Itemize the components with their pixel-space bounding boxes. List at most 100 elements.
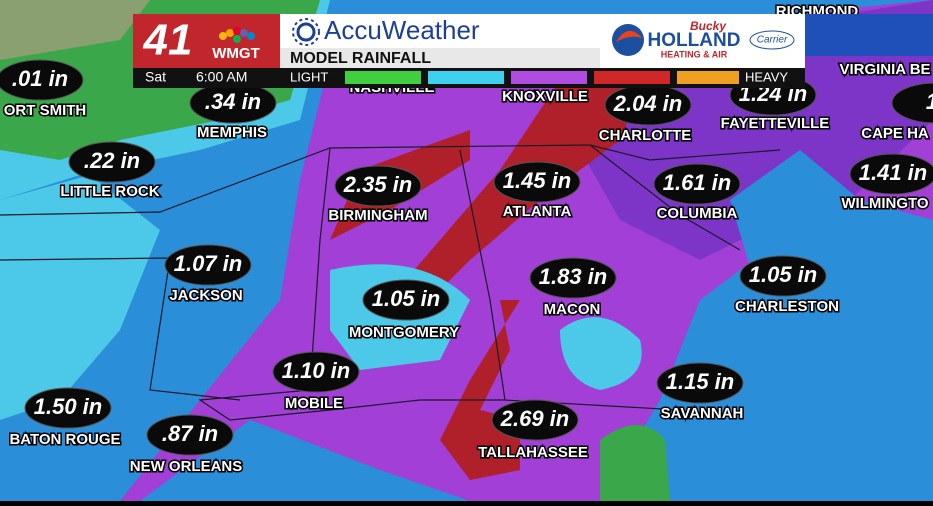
amount-bubble xyxy=(891,82,933,124)
city: 1.05 in MONTGOMERY xyxy=(347,279,461,342)
amount-bubble xyxy=(529,257,617,299)
amount-bubble xyxy=(334,165,422,207)
city: 2.69 in TALLAHASSEE xyxy=(477,399,589,462)
city-label: CHARLESTON xyxy=(735,298,839,315)
city: .87 in NEW ORLEANS xyxy=(128,414,244,476)
city: .22 in LITTLE ROCK xyxy=(59,141,161,201)
amount-bubble xyxy=(656,362,744,404)
sponsor-bird xyxy=(616,30,642,42)
city: 1.61 in COLUMBIA xyxy=(653,163,741,223)
brand: AccuWeather xyxy=(324,15,480,45)
legend-swatch xyxy=(345,71,421,84)
city-label: COLUMBIA xyxy=(657,205,738,222)
rain-amount: 1.41 in xyxy=(859,160,927,185)
sponsor-logo xyxy=(612,24,644,56)
peacock xyxy=(219,27,255,43)
day: Sat xyxy=(145,69,166,85)
green-area xyxy=(600,425,670,501)
amount-bubble xyxy=(24,387,112,429)
city-label: MOBILE xyxy=(285,395,343,412)
city-label: CAPE HA xyxy=(861,125,929,142)
city-markers: .01 in ORT SMITH .34 in MEMPHIS .22 in LITTLE… xyxy=(0,59,933,476)
legend-swatch xyxy=(511,71,587,84)
legend-high: HEAVY xyxy=(745,69,788,84)
city-label: LITTLE ROCK xyxy=(60,183,159,200)
station: WMGT xyxy=(212,45,259,62)
product: MODEL RAINFALL xyxy=(290,50,431,67)
partner-logo xyxy=(749,30,795,50)
rain-amount: 1.10 in xyxy=(282,358,350,383)
amount-bubble xyxy=(0,59,84,101)
rain-amount: 2.69 in xyxy=(500,406,569,431)
rain-amount: 1. xyxy=(926,89,933,114)
channel-number: 41 xyxy=(143,16,193,65)
city-label: MEMPHIS xyxy=(197,124,267,141)
city-label: VIRGINIA BE xyxy=(839,61,930,78)
city: 1.07 in JACKSON xyxy=(164,244,252,305)
city-label: JACKSON xyxy=(169,287,242,304)
city: 1.10 in MOBILE xyxy=(272,351,360,413)
amount-bubble xyxy=(739,255,827,297)
rain-amount: 1.45 in xyxy=(503,168,571,193)
city: 1.05 in CHARLESTON xyxy=(734,255,840,316)
sponsor-script: Bucky xyxy=(690,19,727,33)
legend-swatch xyxy=(428,71,504,84)
amount-bubble xyxy=(491,399,579,441)
rain-amount: 1.50 in xyxy=(34,394,102,419)
time-bar xyxy=(133,68,280,88)
land xyxy=(0,0,150,60)
state-borders xyxy=(0,144,781,421)
city: 1.41 in WILMINGTO xyxy=(840,153,933,213)
red-band xyxy=(440,300,520,480)
city-label: WILMINGTO xyxy=(841,195,929,212)
rain-amount: 2.04 in xyxy=(613,91,682,116)
city: 1. CAPE HA xyxy=(860,82,933,143)
city-label: ORT SMITH xyxy=(4,102,87,119)
amount-bubble xyxy=(68,141,156,183)
legend-swatch xyxy=(677,71,739,84)
product-bar xyxy=(280,48,600,68)
partner: Carrier xyxy=(757,35,788,46)
sun-icon xyxy=(292,18,320,46)
amount-bubble xyxy=(653,163,741,205)
rain-amount: 1.15 in xyxy=(666,369,734,394)
legend-swatch xyxy=(594,71,670,84)
city: 2.04 in CHARLOTTE xyxy=(597,84,693,145)
cyan-area xyxy=(0,175,160,420)
ocean xyxy=(670,150,933,501)
rain-amount: 1.05 in xyxy=(372,286,440,311)
amount-bubble xyxy=(164,244,252,286)
city: 2.35 in BIRMINGHAM xyxy=(327,165,429,225)
amount-bubble xyxy=(146,414,234,456)
rain-amount: 1.83 in xyxy=(539,264,607,289)
city-label: MONTGOMERY xyxy=(349,324,459,341)
city: 1.45 in ATLANTA xyxy=(493,161,581,221)
sponsor-tagline: HEATING & AIR xyxy=(661,49,728,59)
city-label: BATON ROUGE xyxy=(9,431,120,448)
city: 1.15 in SAVANNAH xyxy=(656,362,745,423)
sponsor-name: HOLLAND xyxy=(648,30,741,51)
cyan-area xyxy=(560,317,642,390)
red-band xyxy=(380,80,640,320)
amount-bubble xyxy=(849,153,933,195)
rain-amount: 1.05 in xyxy=(749,262,817,287)
city-label: BIRMINGHAM xyxy=(328,207,427,224)
rain-amount: 1.07 in xyxy=(174,251,242,276)
rain-amount: .34 in xyxy=(205,89,261,114)
city: .34 in MEMPHIS xyxy=(189,82,277,142)
header: 41 WMGT Sat 6:00 AM AccuWeather MODEL RA… xyxy=(133,14,933,88)
rain-amount: .87 in xyxy=(162,421,218,446)
city: 1.50 in BATON ROUGE xyxy=(8,387,122,449)
amount-bubble xyxy=(272,351,360,393)
amount-bubble xyxy=(362,279,450,321)
city: 1.83 in MACON xyxy=(529,257,617,319)
rain-amount: 1.61 in xyxy=(663,170,731,195)
city-label: NEW ORLEANS xyxy=(130,458,243,475)
legend-low: LIGHT xyxy=(290,69,328,84)
city-label: SAVANNAH xyxy=(661,405,744,422)
city-label: CHARLOTTE xyxy=(599,127,692,144)
rain-amount: .01 in xyxy=(12,66,68,91)
city: .01 in ORT SMITH xyxy=(0,59,88,120)
